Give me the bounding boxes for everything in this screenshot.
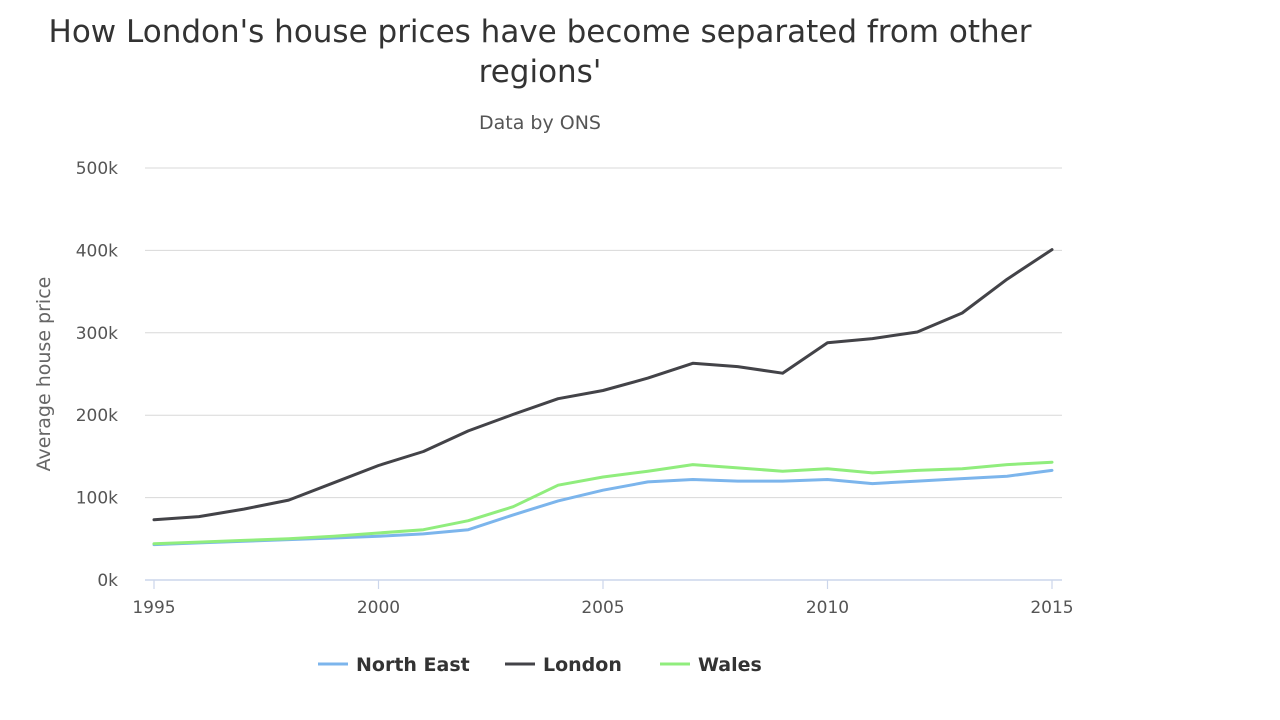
x-tick-label: 2000 [357,598,400,618]
series-line-north-east[interactable] [152,468,1054,547]
series-lines [152,248,1054,547]
legend-item-north-east[interactable]: North East [318,654,470,676]
x-tick-label: 2005 [581,598,624,618]
legend-item-london[interactable]: London [505,654,622,676]
y-axis: 0k 100k 200k 300k 400k 500k [76,159,118,591]
y-tick-label: 400k [76,241,118,261]
chart-title: How London's house prices have become se… [48,14,1032,90]
legend-item-wales[interactable]: Wales [660,654,762,676]
y-tick-label: 300k [76,324,118,344]
legend-label: Wales [698,654,762,676]
x-tick-label: 1995 [132,598,175,618]
y-tick-label: 100k [76,489,118,509]
legend-label: London [543,654,622,676]
grid-lines [145,167,1062,499]
legend-label: North East [356,654,470,676]
legend[interactable]: North East London Wales [318,654,762,676]
chart-subtitle: Data by ONS [479,112,601,134]
series-line-london[interactable] [152,248,1054,522]
y-tick-label: 500k [76,159,118,179]
y-tick-label: 0k [97,571,118,591]
y-tick-label: 200k [76,406,118,426]
x-tick-label: 2010 [806,598,849,618]
x-axis: 1995 2000 2005 2010 2015 [132,580,1074,618]
x-tick-label: 2015 [1030,598,1073,618]
y-axis-label: Average house price [33,277,55,472]
series-line-wales[interactable] [152,460,1054,546]
